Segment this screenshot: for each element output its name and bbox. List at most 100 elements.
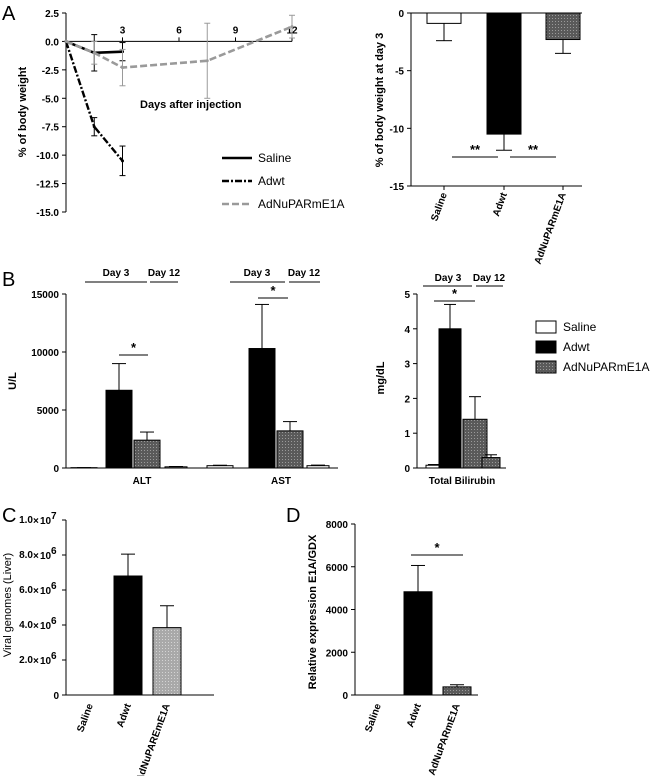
bar-ALT-AdNuPARmE1A [133,439,161,469]
x-tick-label: 9 [233,25,239,36]
bar-Saline [426,12,462,24]
alt-ast-bar-chart: 0 5000 10000 15000 U/L ALT AST Day 3 Day 12 Day 3… [7,268,338,487]
y-tick-exponent: 6 [51,581,57,592]
y-tick-label: 5000 [37,406,60,417]
legend-weight: Saline Adwt AdNuPARmE1A [222,151,344,211]
x-tick-label: Adwt [115,702,134,729]
y-tick-label: -15 [390,182,405,193]
y-tick-label: 6000 [326,563,349,574]
x-tick-label: AdNuPAREmE1A [134,702,172,776]
y-tick-label: -15.0 [36,208,59,219]
significance-bracket-ast-label: * [270,283,276,298]
day12-label: Day 12 [473,273,506,284]
x-tick-label: 3 [120,25,126,36]
y-tick-label: 15000 [31,290,59,301]
y-tick-mantissa: 4.0 [19,620,33,631]
x-tick-label: Adwt [405,702,424,729]
legend-label: AdNuPARmE1A [258,197,344,211]
y-tick-label: -5 [395,67,404,78]
data-point-Adwt [121,159,124,163]
bilirubin-bar-chart: 0 1 2 3 4 5 mg/dL Total Bilirubin Day 3 Day 12 * [375,273,506,487]
data-point-AdNuPARmE1A [64,39,68,43]
legend-label: AdNuPARmE1A [563,360,649,374]
panel-letter-b: B [2,269,15,291]
y-tick-label: -5.0 [42,94,60,105]
panel-letter-c: C [2,505,16,527]
y-tick-label: -2.5 [42,66,60,77]
x-tick-label: Saline [429,191,450,223]
bar-AST-Saline [306,465,330,469]
y-axis-title: % of body weight at day 3 [374,33,386,167]
y-axis-title: mg/dL [375,361,387,394]
weight-day3-bar-chart: 0 -5 -10 -15 % of body weight at day 3 Saline… [374,9,582,266]
y-tick-label: 0 [53,464,59,475]
y-tick-mantissa: 2.0 [19,655,33,666]
day12-label-ast: Day 12 [288,268,321,279]
data-point-AdNuPARmE1A [205,59,209,63]
significance-bracket-label: ** [528,142,539,157]
y-tick-times: × [33,516,39,527]
bar-AST-Saline [206,465,234,469]
y-tick-times: × [33,656,39,667]
x-tick-label: Total Bilirubin [429,476,495,487]
y-tick-times: × [33,621,39,632]
y-axis-title: Viral genomes (Liver) [2,553,14,657]
y-tick-label: -12.5 [36,180,59,191]
bar-AST-Adwt [248,348,276,469]
y-tick-label: 2000 [326,648,349,659]
y-tick-label: 8000 [326,520,349,531]
y-tick-label: 0.0 [45,37,59,48]
y-tick-label: 2.5 [45,9,59,20]
x-tick-label: 6 [176,25,182,36]
y-tick-base: 10 [40,656,52,667]
y-tick-mantissa: 8.0 [19,550,33,561]
data-point-Adwt [92,125,96,129]
x-tick-label: Adwt [491,191,510,218]
legend-swatch-Adwt [535,340,557,354]
bar-AdNuPAREmE1A [152,627,182,696]
panel-letter-d: D [286,505,300,527]
legend-swatch-AdNuPARmE1A [535,360,557,374]
data-point-AdNuPARmE1A [121,66,124,70]
y-tick-label: 0 [53,691,59,702]
data-point-AdNuPARmE1A [290,25,294,29]
day3-label: Day 3 [435,273,462,284]
legend-label: Saline [258,151,292,165]
y-tick-exponent: 6 [51,616,57,627]
x-axis-title: Days after injection [140,99,242,111]
y-tick-label: 4000 [326,606,349,617]
y-axis-title: % of body weight [17,66,29,157]
e1a-expression-bar-chart: 0 2000 4000 6000 8000 Relative expression E1A… [307,520,478,776]
x-tick-label: AdNuPARmE1A [427,702,463,776]
y-tick-label: -10.0 [36,151,59,162]
significance-bracket-label: * [452,286,458,301]
bar-bilirubin-Saline [481,457,501,469]
bar-ALT-Saline [164,466,188,469]
y-axis-title: U/L [7,372,19,390]
weight-curve-chart: 2.50.0-2.5-5.0-7.5-10.0-12.5-15.03 6 9 12Da… [17,9,298,219]
y-tick-label: 0 [404,464,410,475]
day3-label-alt: Day 3 [103,268,130,279]
data-point-AdNuPARmE1A [92,51,96,55]
y-tick-label: -7.5 [42,123,60,134]
y-tick-mantissa: 6.0 [19,585,33,596]
bar-AdNuPARmE1A [442,686,472,696]
legend-liver: Saline Adwt AdNuPARmE1A [535,320,649,374]
day12-label-alt: Day 12 [148,268,181,279]
y-tick-exponent: 6 [51,546,57,557]
bar-Adwt [486,12,522,135]
significance-bracket-alt-label: * [131,340,137,355]
y-tick-label: 5 [404,290,410,301]
x-tick-label: ALT [133,476,152,487]
bar-Adwt [113,575,143,696]
x-tick-label: AdNuPARmE1A [533,191,569,266]
significance-bracket-label: * [434,540,440,555]
legend-label: Adwt [258,174,285,188]
y-tick-label: -10 [390,124,405,135]
y-tick-base: 10 [40,551,52,562]
y-tick-exponent: 7 [51,511,57,522]
x-tick-label: Saline [363,702,384,734]
bar-AdNuPARmE1A [545,12,581,41]
x-tick-label: Saline [75,702,96,734]
